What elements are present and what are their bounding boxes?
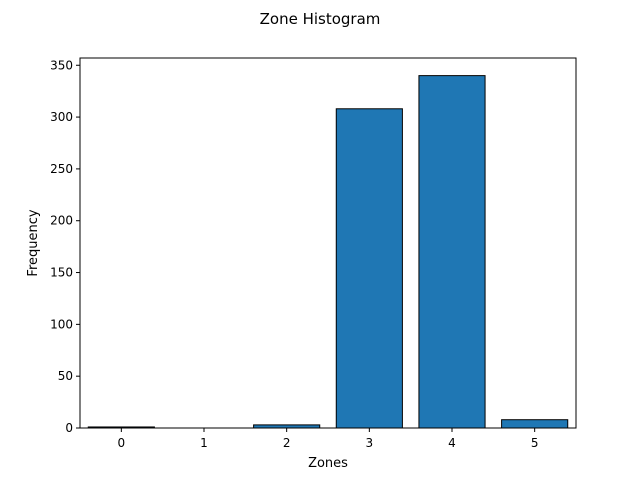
y-axis-ticks: 0 50 100 150 200 250 300 350 — [50, 58, 80, 435]
x-tick-label: 2 — [283, 436, 291, 450]
y-tick-label: 0 — [65, 421, 73, 435]
x-axis-ticks: 0 1 2 3 4 5 — [118, 428, 539, 450]
bar-zone-3 — [335, 108, 403, 429]
y-axis-label: Frequency — [26, 209, 41, 276]
bar-zone-4 — [418, 75, 486, 429]
x-axis-label: Zones — [308, 456, 348, 471]
y-tick-label: 50 — [58, 369, 73, 383]
y-tick-label: 300 — [50, 110, 73, 124]
y-tick-label: 150 — [50, 266, 73, 280]
x-tick-label: 1 — [200, 436, 208, 450]
x-tick-label: 3 — [366, 436, 374, 450]
chart-title: Zone Histogram — [260, 10, 381, 28]
x-tick-label: 4 — [448, 436, 456, 450]
x-tick-label: 0 — [118, 436, 126, 450]
bars-group — [87, 75, 569, 429]
y-tick-label: 250 — [50, 162, 73, 176]
y-tick-label: 350 — [50, 58, 73, 72]
y-tick-label: 200 — [50, 214, 73, 228]
x-tick-label: 5 — [531, 436, 539, 450]
y-tick-label: 100 — [50, 317, 73, 331]
plot-frame — [79, 57, 577, 429]
bar-zone-5 — [501, 419, 569, 429]
